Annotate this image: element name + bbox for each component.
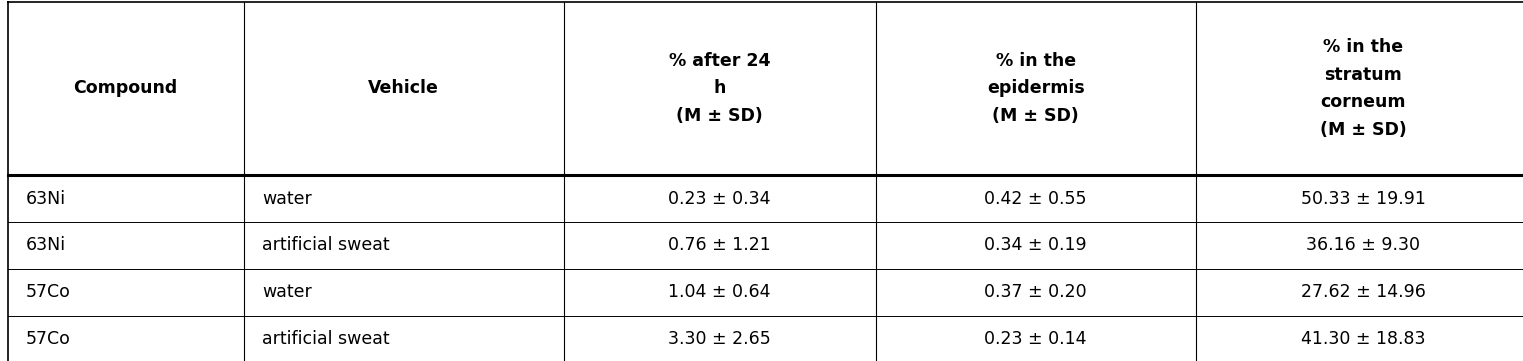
Text: Compound: Compound [73, 79, 178, 97]
Text: % in the
epidermis
(M ± SD): % in the epidermis (M ± SD) [987, 52, 1084, 125]
Text: 63Ni: 63Ni [26, 190, 65, 208]
Text: 0.37 ± 0.20: 0.37 ± 0.20 [984, 283, 1087, 301]
Text: water: water [262, 283, 312, 301]
Text: 41.30 ± 18.83: 41.30 ± 18.83 [1301, 330, 1426, 348]
Text: 3.30 ± 2.65: 3.30 ± 2.65 [669, 330, 771, 348]
Text: artificial sweat: artificial sweat [262, 236, 390, 255]
Text: 0.23 ± 0.14: 0.23 ± 0.14 [984, 330, 1087, 348]
Text: 0.42 ± 0.55: 0.42 ± 0.55 [984, 190, 1087, 208]
Text: 57Co: 57Co [26, 330, 70, 348]
Text: 57Co: 57Co [26, 283, 70, 301]
Text: 1.04 ± 0.64: 1.04 ± 0.64 [669, 283, 771, 301]
Text: 0.34 ± 0.19: 0.34 ± 0.19 [984, 236, 1087, 255]
Text: 0.23 ± 0.34: 0.23 ± 0.34 [669, 190, 771, 208]
Text: 63Ni: 63Ni [26, 236, 65, 255]
Text: Vehicle: Vehicle [369, 79, 439, 97]
Text: % after 24
h
(M ± SD): % after 24 h (M ± SD) [669, 52, 771, 125]
Text: 27.62 ± 14.96: 27.62 ± 14.96 [1301, 283, 1426, 301]
Text: artificial sweat: artificial sweat [262, 330, 390, 348]
Text: 0.76 ± 1.21: 0.76 ± 1.21 [669, 236, 771, 255]
Text: water: water [262, 190, 312, 208]
Text: % in the
stratum
corneum
(M ± SD): % in the stratum corneum (M ± SD) [1320, 38, 1406, 139]
Text: 36.16 ± 9.30: 36.16 ± 9.30 [1307, 236, 1419, 255]
Text: 50.33 ± 19.91: 50.33 ± 19.91 [1301, 190, 1426, 208]
